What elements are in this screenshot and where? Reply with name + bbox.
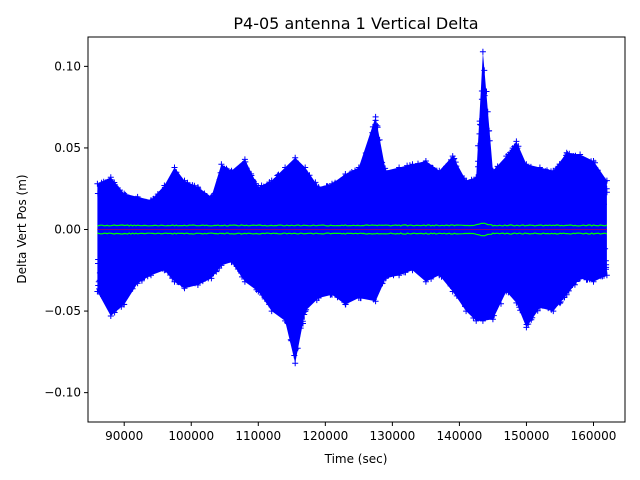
y-tick-label: −0.05 [44, 304, 81, 318]
y-tick-label: 0.10 [54, 59, 81, 73]
x-tick-label: 110000 [235, 429, 281, 443]
x-tick-label: 150000 [504, 429, 550, 443]
x-tick-label: 120000 [302, 429, 348, 443]
y-tick-label: 0.05 [54, 141, 81, 155]
mean-band-lower-line [97, 232, 608, 237]
x-tick-label: 160000 [571, 429, 617, 443]
x-axis-label: Time (sec) [324, 452, 388, 466]
y-tick-label: −0.10 [44, 386, 81, 400]
x-axis: 90000 100000 110000 120000 130000 140000 15000… [105, 422, 616, 443]
x-tick-label: 90000 [105, 429, 143, 443]
y-axis: −0.10 −0.05 0.00 0.05 0.10 [44, 59, 88, 400]
mean-band-upper-line [97, 222, 608, 227]
y-tick-label: 0.00 [54, 223, 81, 237]
x-tick-label: 100000 [168, 429, 214, 443]
x-tick-label: 130000 [369, 429, 415, 443]
x-tick-label: 140000 [437, 429, 483, 443]
chart-title: P4-05 antenna 1 Vertical Delta [233, 14, 478, 33]
y-axis-label: Delta Vert Pos (m) [15, 174, 29, 283]
plot-area [94, 48, 610, 367]
data-point-markers [94, 48, 610, 367]
